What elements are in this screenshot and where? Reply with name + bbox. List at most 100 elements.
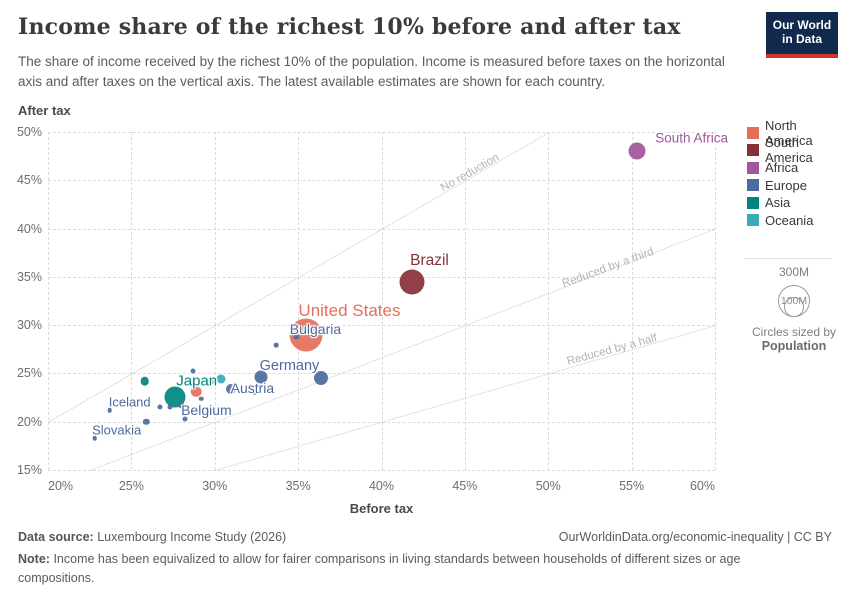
legend-label: Asia	[765, 195, 791, 211]
continent-legend: North America South America Africa Europe As…	[747, 118, 847, 230]
y-tick-label-45: 45%	[16, 173, 42, 188]
country-label-bulgaria[interactable]: Bulgaria	[289, 320, 342, 337]
data-point-unlabeled[interactable]	[216, 374, 226, 384]
size-legend-circles: 100M	[744, 281, 844, 321]
page-title: Income share of the richest 10% before a…	[18, 14, 681, 40]
data-point-belgium[interactable]	[178, 402, 185, 408]
legend-item-south-america[interactable]: South America	[747, 135, 847, 165]
country-label-united-states[interactable]: United States	[298, 300, 401, 320]
plot-area: No reduction Reduced by a third Reduced by…	[48, 131, 728, 471]
legend-swatch-oceania	[747, 214, 759, 227]
country-label-slovakia[interactable]: Slovakia	[92, 422, 142, 438]
country-label-belgium[interactable]: Belgium	[181, 402, 232, 419]
y-tick-label-25: 25%	[16, 366, 42, 381]
x-tick-label-25: 25%	[118, 479, 144, 493]
country-label-iceland[interactable]: Iceland	[108, 394, 151, 410]
reference-line-label-2: Reduced by a half	[565, 332, 658, 369]
gridline-x-45	[464, 132, 466, 470]
owid-logo-line2: in Data	[781, 32, 822, 46]
legend-swatch-europe	[747, 179, 759, 192]
data-source-value: Luxembourg Income Study (2026)	[97, 530, 287, 544]
data-point-unlabeled[interactable]	[254, 370, 268, 384]
x-tick-label-55: 55%	[619, 479, 645, 493]
data-point-unlabeled[interactable]	[140, 376, 149, 386]
data-point-unlabeled[interactable]	[190, 368, 196, 374]
size-legend-inner-circle	[784, 297, 804, 317]
gridline-x-20	[48, 132, 49, 470]
footnote-label: Note:	[18, 552, 50, 566]
reference-line-label-0: No reduction	[438, 151, 502, 195]
legend-item-africa[interactable]: Africa	[747, 159, 847, 177]
legend-label: South America	[765, 135, 813, 166]
data-point-iceland[interactable]	[107, 407, 112, 413]
data-source: Data source: Luxembourg Income Study (20…	[18, 530, 286, 544]
size-legend-caption: Circles sized by	[751, 325, 837, 339]
legend-label: Africa	[765, 160, 799, 176]
owid-logo[interactable]: Our World in Data	[766, 12, 838, 58]
y-tick-label-50: 50%	[16, 125, 42, 139]
data-source-label: Data source:	[18, 530, 94, 544]
data-point-brazil[interactable]	[399, 269, 424, 295]
y-tick-label-40: 40%	[16, 221, 42, 236]
gridline-x-25	[131, 132, 133, 470]
reference-line-label-1: Reduced by a third	[560, 246, 656, 291]
country-label-south-africa[interactable]: South Africa	[655, 130, 729, 146]
country-label-japan[interactable]: Japan	[176, 372, 218, 390]
size-legend: 300M 100M Circles sized by Population	[744, 248, 844, 353]
x-axis-title: Before tax	[349, 501, 414, 516]
footnote: Note: Income has been equivalized to all…	[18, 550, 763, 588]
size-legend-100m-label: 100M	[780, 295, 808, 307]
data-point-japan[interactable]	[164, 386, 186, 408]
legend-item-oceania[interactable]: Oceania	[747, 212, 847, 230]
data-point-slovakia[interactable]	[92, 435, 97, 441]
data-point-unlabeled[interactable]	[199, 396, 204, 401]
footnote-value: Income has been equivalized to allow for…	[18, 552, 741, 585]
legend-item-asia[interactable]: Asia	[747, 194, 847, 212]
legend-divider	[744, 258, 832, 259]
gridline-x-35	[298, 132, 300, 470]
gridline-x-40	[381, 132, 383, 470]
x-tick-label-40: 40%	[368, 479, 395, 493]
owid-logo-line1: Our World	[772, 18, 832, 33]
x-tick-label-45: 45%	[452, 479, 478, 493]
data-point-germany[interactable]	[314, 371, 329, 386]
x-tick-label-60: 60%	[689, 479, 715, 493]
chart-subtitle: The share of income received by the rich…	[18, 54, 725, 89]
x-tick-label-35: 35%	[285, 479, 311, 493]
y-tick-label-20: 20%	[16, 414, 42, 429]
data-point-south-africa[interactable]	[628, 142, 646, 160]
y-tick-label-30: 30%	[16, 318, 42, 333]
data-point-unlabeled[interactable]	[143, 418, 150, 425]
data-point-unlabeled[interactable]	[182, 416, 188, 422]
country-label-germany[interactable]: Germany	[259, 358, 320, 375]
gridline-x-30	[214, 132, 216, 470]
gridline-y-15	[48, 470, 715, 471]
country-label-austria[interactable]: Austria	[230, 379, 275, 396]
gridline-x-50	[548, 132, 550, 470]
legend-swatch-asia	[747, 196, 759, 209]
y-axis-title: After tax	[18, 103, 71, 118]
data-point-unlabeled[interactable]	[157, 404, 163, 410]
x-tick-label-20: 20%	[48, 479, 74, 493]
data-point-unlabeled[interactable]	[210, 378, 216, 384]
x-tick-label-50: 50%	[535, 479, 561, 493]
legend-item-europe[interactable]: Europe	[747, 177, 847, 195]
legend-label: North America	[765, 117, 813, 148]
y-tick-label-35: 35%	[16, 269, 42, 284]
legend-label: Oceania	[765, 212, 814, 228]
data-point-unlabeled[interactable]	[167, 404, 173, 410]
x-tick-label-30: 30%	[202, 479, 228, 493]
legend-swatch-north-america	[747, 126, 759, 139]
legend-item-north-america[interactable]: North America	[747, 118, 847, 148]
attribution-link[interactable]: OurWorldinData.org/economic-inequality |…	[558, 530, 832, 544]
size-legend-caption-bold: Population	[761, 339, 827, 353]
data-point-bulgaria[interactable]	[293, 334, 300, 340]
data-point-austria[interactable]	[226, 383, 237, 394]
legend-label: Europe	[765, 177, 807, 193]
country-label-brazil[interactable]: Brazil	[410, 251, 449, 269]
data-point-unlabeled[interactable]	[252, 390, 258, 396]
data-point-unlabeled[interactable]	[191, 386, 202, 398]
data-point-unlabeled[interactable]	[274, 343, 279, 348]
gridline-x-60	[715, 132, 716, 470]
